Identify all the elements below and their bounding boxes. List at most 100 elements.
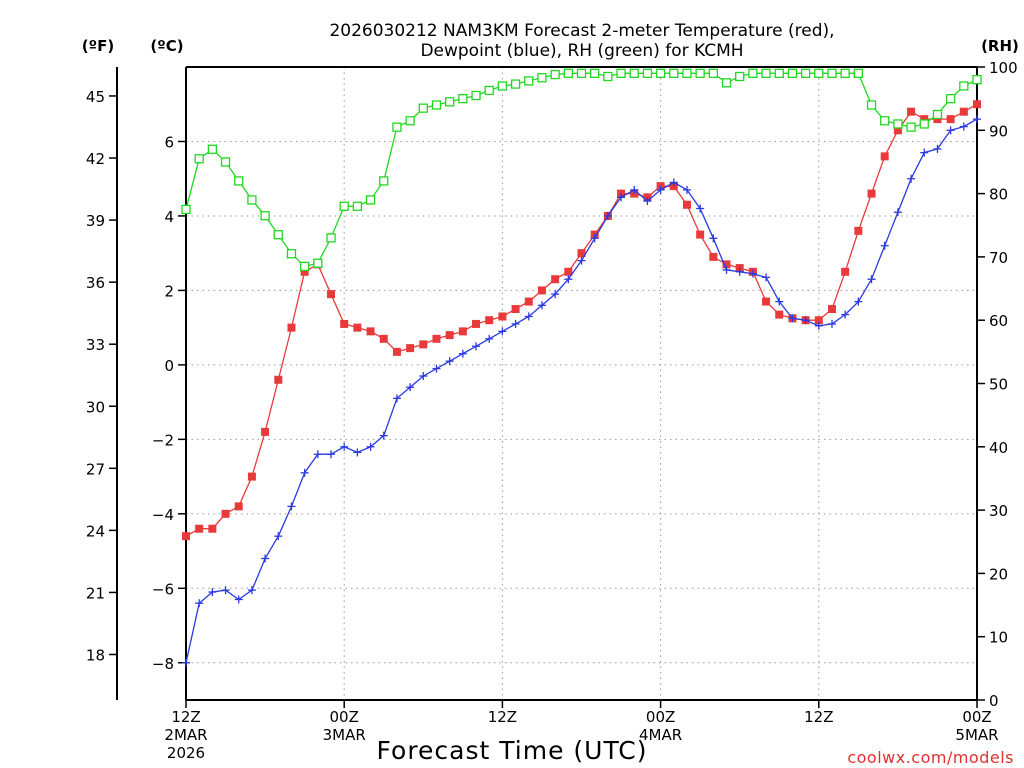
- x-tick-label: 00Z 5MAR: [955, 708, 998, 744]
- x-tick-label-line: 5MAR: [955, 726, 998, 744]
- rh-point: [273, 230, 283, 240]
- dewpoint-point: [432, 364, 441, 373]
- rh-point: [945, 94, 956, 104]
- fahrenheit-tick-label: 18: [86, 646, 105, 664]
- dewpoint-point: [709, 234, 718, 243]
- rh-point: [880, 116, 890, 126]
- rh-point: [392, 122, 402, 132]
- temperature-point: [366, 327, 375, 336]
- temperature-point: [247, 472, 256, 481]
- rh-tick-label: 30: [989, 502, 1008, 520]
- rh-point: [959, 81, 969, 91]
- temperature-point: [406, 344, 415, 353]
- dewpoint-point: [722, 265, 731, 274]
- x-tick-label-line: 00Z: [330, 708, 359, 726]
- dewpoint-point: [933, 144, 942, 153]
- rh-point: [299, 261, 310, 272]
- credit-text: coolwx.com/models: [847, 748, 1014, 767]
- temperature-point: [775, 310, 784, 319]
- rh-unit-label: (RH): [981, 37, 1019, 55]
- temperature-point: [287, 323, 296, 332]
- temperature-point: [195, 524, 204, 533]
- rh-point: [695, 68, 705, 78]
- rh-point: [708, 68, 718, 78]
- dewpoint-point: [564, 275, 573, 284]
- temperature-point: [880, 152, 889, 161]
- temperature-point: [221, 509, 230, 518]
- rh-line: [185, 72, 978, 268]
- x-tick-label: 12Z: [488, 708, 517, 726]
- temperature-point: [234, 502, 243, 511]
- rh-point: [207, 144, 218, 154]
- temperature-point: [208, 524, 217, 533]
- x-tick-label-line: 12Z: [804, 708, 833, 726]
- temperature-point: [762, 297, 771, 306]
- dewpoint-point: [735, 267, 744, 276]
- fahrenheit-tick-label: 42: [86, 150, 105, 168]
- temperature-point: [472, 319, 481, 328]
- temperature-point: [300, 267, 309, 276]
- rh-point: [484, 85, 494, 96]
- rh-point: [339, 201, 349, 211]
- x-tick-label-line: 00Z: [962, 708, 991, 726]
- rh-point: [181, 204, 191, 215]
- x-tick-label-line: 12Z: [171, 708, 200, 726]
- dewpoint-point: [841, 310, 850, 319]
- rh-point: [352, 201, 363, 211]
- dewpoint-point: [880, 241, 889, 250]
- rh-point: [906, 122, 916, 132]
- x-tick-label-line: 2MAR: [164, 726, 207, 744]
- rh-point: [919, 119, 929, 129]
- dewpoint-point: [458, 349, 467, 358]
- rh-point: [510, 79, 521, 89]
- dewpoint-point: [287, 502, 296, 511]
- dewpoint-point: [353, 448, 362, 457]
- chart-title-line-2: Dewpoint (blue), RH (green) for KCMH: [420, 41, 743, 61]
- celsius-tick-label: 0: [164, 357, 174, 375]
- rh-point: [721, 78, 732, 88]
- celsius-tick-label: 4: [164, 208, 174, 226]
- temperature-point: [907, 107, 916, 116]
- dewpoint-point: [643, 197, 652, 206]
- rh-point: [471, 90, 481, 101]
- temperature-point: [920, 115, 929, 124]
- dewpoint-point: [801, 316, 810, 325]
- rh-point: [576, 68, 587, 78]
- dewpoint-point: [682, 185, 691, 194]
- dewpoint-point: [630, 185, 639, 194]
- x-tick-label-line: 2026: [167, 744, 205, 762]
- dewpoint-point: [445, 357, 454, 366]
- rh-tick-label: 20: [989, 565, 1008, 583]
- dewpoint-point: [551, 290, 560, 299]
- rh-point: [629, 68, 639, 78]
- temperature-point: [959, 107, 968, 116]
- temperature-point: [564, 267, 573, 276]
- rh-point: [590, 68, 600, 78]
- rh-point: [603, 71, 613, 82]
- fahrenheit-tick-label: 45: [86, 88, 105, 106]
- dewpoint-point: [208, 588, 217, 597]
- temperature-point: [379, 334, 388, 343]
- series-plot: [181, 68, 982, 667]
- rh-tick-label: 60: [989, 312, 1008, 330]
- celsius-tick-label: 6: [164, 133, 174, 151]
- rh-tick-label: 70: [989, 249, 1008, 267]
- rh-point: [972, 75, 982, 85]
- rh-point: [866, 100, 877, 110]
- dewpoint-point: [300, 468, 309, 477]
- rh-point: [537, 73, 547, 83]
- x-tick-label: 00Z 4MAR: [639, 708, 682, 744]
- dewpoint-point: [511, 319, 520, 328]
- dewpoint-point: [617, 193, 626, 202]
- dewpoint-point: [524, 312, 533, 321]
- x-tick-label-line: 3MAR: [323, 726, 366, 744]
- temperature-point: [511, 305, 520, 314]
- temperature-point: [261, 427, 270, 436]
- dewpoint-point: [392, 394, 401, 403]
- temperature-point: [419, 340, 428, 349]
- rh-point: [800, 68, 811, 78]
- dewpoint-point: [537, 301, 546, 310]
- temperature-point: [537, 286, 546, 295]
- dewpoint-point: [893, 208, 902, 217]
